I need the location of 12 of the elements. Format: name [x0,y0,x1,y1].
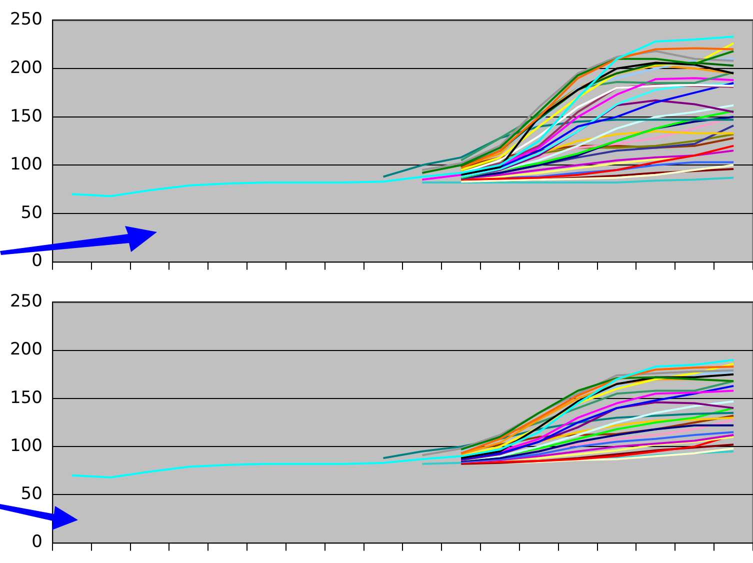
y-tick-label: 200 [10,340,42,360]
y-tick-label: 50 [20,202,42,223]
y-tick-label: 100 [10,436,42,456]
y-tick-label: 100 [10,154,42,175]
y-tick-label: 150 [10,388,42,408]
y-tick-label: 0 [32,251,42,272]
y-tick-label: 250 [10,292,42,312]
y-tick-label: 50 [20,484,42,504]
y-tick-label: 250 [10,10,42,30]
y-tick-label: 200 [10,58,42,78]
y-tick-label: 150 [10,106,42,126]
y-tick-label: 0 [32,532,42,552]
